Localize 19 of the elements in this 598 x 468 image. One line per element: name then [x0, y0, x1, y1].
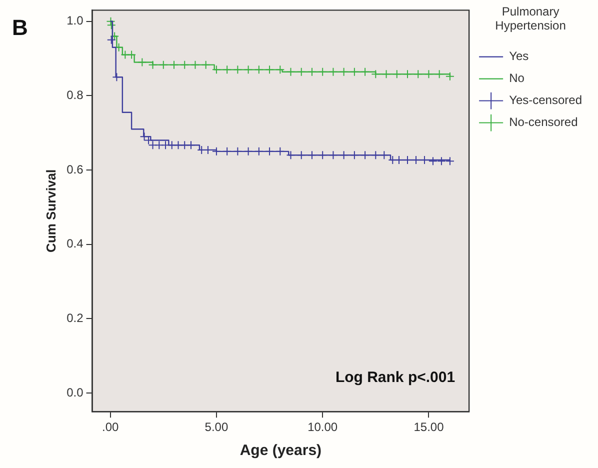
y-tick-label: 0.6 [66, 162, 84, 176]
annotation: Log Rank p<.001 [335, 369, 456, 386]
legend-label: No [509, 71, 525, 86]
y-axis-title: Cum Survival [43, 169, 58, 252]
y-tick-label: 1.0 [66, 14, 84, 28]
x-tick-label: 15.00 [414, 420, 444, 434]
text: B [12, 15, 28, 40]
legend-title: Pulmonary Hypertension [495, 4, 566, 33]
y-tick-label: 0.4 [66, 236, 84, 251]
y-tick-label: 0.8 [66, 88, 84, 102]
x-axis-title: Age (years) [240, 442, 322, 460]
x-tick-label: .00 [102, 420, 119, 434]
y-tick-label: 0.2 [66, 310, 84, 325]
legend-label: Yes [509, 49, 529, 64]
x-tick-label: 10.00 [308, 420, 338, 434]
legend-label: No-censored [509, 115, 578, 130]
y-tick-label: 0.0 [66, 385, 84, 400]
legend-label: Yes-censored [509, 93, 582, 108]
x-tick-label: 5.00 [204, 420, 228, 434]
